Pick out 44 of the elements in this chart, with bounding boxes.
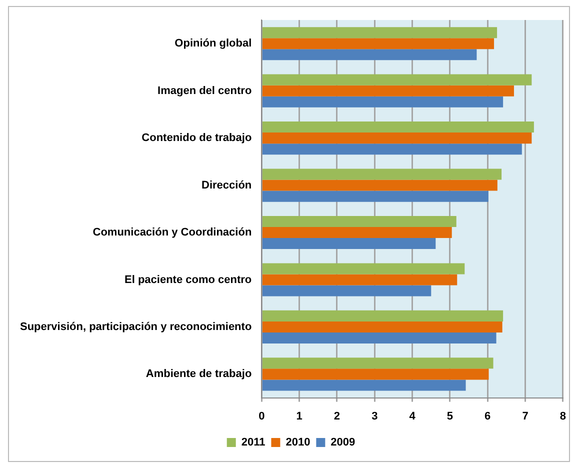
- bar: [262, 144, 522, 155]
- bar: [262, 321, 502, 332]
- bar: [262, 122, 534, 133]
- bar: [262, 216, 456, 228]
- bar: [262, 85, 514, 96]
- y-tick-label: Contenido de trabajo: [142, 132, 252, 144]
- x-tick-label: 3: [372, 410, 378, 422]
- legend-label: 2010: [286, 436, 310, 449]
- x-tick-label: 1: [296, 410, 302, 422]
- bar: [262, 368, 489, 380]
- y-tick-label: Opinión global: [174, 38, 252, 50]
- y-tick-label: Imagen del centro: [158, 84, 252, 97]
- y-tick-label: El paciente como centro: [124, 274, 252, 286]
- bar: [262, 38, 494, 50]
- x-tick-label: 5: [446, 410, 454, 422]
- bar: [262, 332, 496, 344]
- x-tick-label: 4: [409, 410, 416, 422]
- bar: [262, 263, 465, 274]
- bar: [262, 132, 532, 144]
- y-tick-label: Comunicación y Coordinación: [92, 226, 252, 239]
- bar: [262, 380, 466, 391]
- bar: [262, 190, 488, 202]
- x-tick-label: 0: [258, 410, 265, 422]
- bar: [262, 74, 532, 86]
- x-tick-label: 6: [484, 410, 491, 422]
- bar: [262, 227, 452, 238]
- y-tick-label: Ambiente de trabajo: [146, 368, 252, 380]
- legend-label: 2011: [241, 436, 266, 449]
- bar: [262, 27, 498, 38]
- bar: [262, 310, 504, 322]
- x-tick-label: 8: [560, 410, 566, 422]
- bar: [262, 274, 458, 286]
- x-tick-label: 2: [334, 410, 340, 422]
- bar: [262, 168, 502, 180]
- legend-label: 2009: [330, 436, 356, 449]
- bar: [262, 285, 432, 296]
- x-tick-label: 7: [522, 410, 528, 422]
- bar: [262, 96, 504, 108]
- y-tick-label: Supervisión, participación y reconocimiento: [20, 320, 252, 333]
- bar: [262, 49, 477, 60]
- y-tick-label: Dirección: [202, 179, 252, 192]
- bar: [262, 358, 494, 369]
- bar: [262, 180, 498, 191]
- bar: [262, 238, 436, 250]
